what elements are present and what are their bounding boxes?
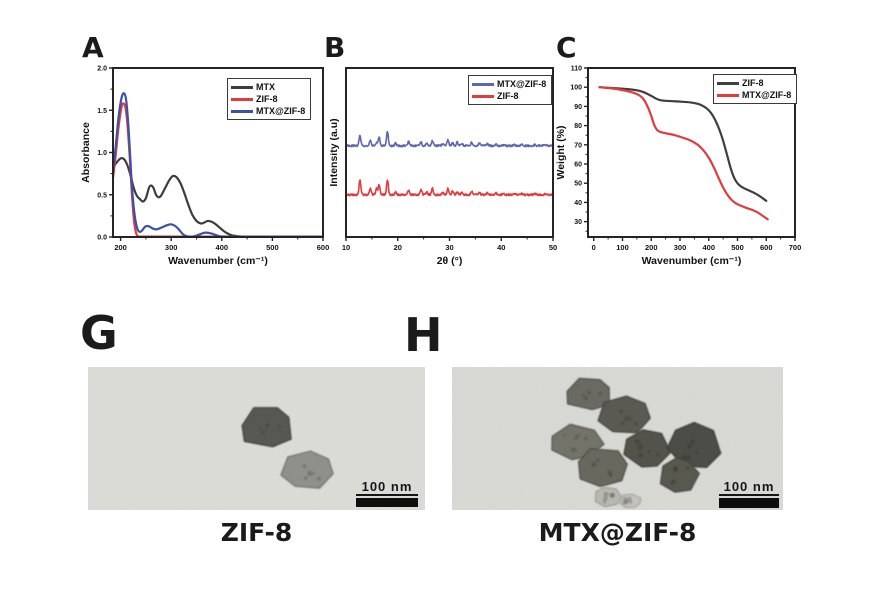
x-tick-label: 500 [266, 243, 279, 252]
scalebar-g-bar [356, 498, 418, 507]
curve-MTX@ZIF-8 [113, 92, 323, 237]
curve-ZIF-8 [346, 179, 553, 197]
x-axis-label: Wavenumber (cm⁻¹) [642, 255, 742, 267]
y-tick-label: 1.5 [97, 108, 107, 115]
x-tick-label: 40 [497, 243, 505, 252]
panel-c-letter: C [556, 31, 577, 64]
nanoparticle [594, 486, 623, 508]
x-tick-label: 200 [114, 243, 127, 252]
x-tick-label: 700 [789, 243, 802, 252]
legend-line-swatch [717, 81, 739, 85]
y-tick-label: 0.5 [97, 192, 107, 199]
curve-MTX@ZIF-8 [346, 130, 553, 148]
legend-label: MTX@ZIF-8 [497, 78, 547, 89]
x-tick-label: 600 [760, 243, 773, 252]
y-tick-label: 1.0 [97, 150, 107, 157]
tem-image-zif8: 100 nm [88, 367, 425, 510]
legend-line-swatch [231, 109, 253, 113]
xrd-chart: 10 20 30 40 50 2θ (°) Intensity (a.u) [330, 67, 557, 267]
legend-label: ZIF-8 [742, 77, 764, 88]
tga-legend: ZIF-8 MTX@ZIF-8 [713, 74, 798, 104]
x-tick-label: 400 [216, 243, 229, 252]
scalebar-h-label: 100 nm [719, 480, 779, 496]
panel-a-letter: A [82, 31, 104, 64]
tem-zif8-canvas [88, 367, 425, 510]
tem-image-mtx-zif8: 100 nm [452, 367, 783, 510]
x-axis-label: 2θ (°) [437, 255, 463, 267]
legend-item-ZIF-8: ZIF-8 [231, 93, 305, 105]
x-tick-label: 0 [592, 243, 596, 252]
legend-line-swatch [231, 85, 253, 89]
x-tick-label: 500 [731, 243, 744, 252]
xrd-legend: MTX@ZIF-8 ZIF-8 [468, 75, 553, 105]
y-tick-label: 110 [571, 66, 582, 73]
y-tick-label: 70 [574, 142, 582, 149]
y-tick-label: 30 [574, 219, 582, 226]
x-tick-label: 200 [645, 243, 658, 252]
y-axis-label: Weight (%) [555, 125, 567, 179]
x-tick-label: 30 [445, 243, 453, 252]
x-tick-label: 300 [674, 243, 687, 252]
y-axis-label: Intensity (a.u) [330, 118, 340, 186]
nanoparticle [623, 429, 672, 468]
y-axis-label: Absorbance [80, 122, 92, 183]
y-tick-label: 80 [574, 123, 582, 130]
uv-vis-chart: 200 300 400 500 600 0.0 0.5 1.0 1.5 2.0 Wavenumber… [80, 66, 330, 268]
y-tick-label: 90 [574, 104, 582, 111]
uv-vis-legend: MTX ZIF-8 MTX@ZIF-8 [227, 78, 312, 120]
legend-line-swatch [472, 94, 494, 98]
caption-zif8: ZIF-8 [220, 518, 293, 547]
x-tick-label: 100 [616, 243, 629, 252]
legend-line-swatch [231, 97, 253, 101]
x-tick-label: 20 [394, 243, 402, 252]
legend-label: MTX@ZIF-8 [256, 105, 306, 116]
legend-label: MTX@ZIF-8 [742, 89, 792, 100]
scalebar-g-label: 100 nm [356, 480, 418, 496]
panel-h-letter: H [404, 308, 443, 362]
panel-b-letter: B [324, 31, 346, 64]
scalebar-g: 100 nm [356, 480, 418, 507]
legend-item-MTX@ZIF-8: MTX@ZIF-8 [472, 78, 546, 90]
tga-chart: 0 100 200 300 400 500 600 700 30 40 50 60 70 80 90 100 1… [555, 66, 802, 268]
y-tick-label: 2.0 [97, 66, 107, 73]
x-tick-label: 600 [317, 243, 330, 252]
curve-ZIF-8 [598, 86, 768, 202]
y-tick-label: 50 [574, 181, 582, 188]
tem-mtx-zif8-canvas [452, 367, 783, 510]
nanoparticle [659, 456, 701, 493]
curve-ZIF-8 [113, 102, 323, 237]
x-axis-label: Wavenumber (cm⁻¹) [168, 255, 268, 267]
legend-item-ZIF-8: ZIF-8 [717, 77, 791, 89]
curve-MTX@ZIF-8 [598, 86, 769, 221]
legend-line-swatch [717, 93, 739, 97]
y-tick-label: 0.0 [97, 235, 107, 242]
scalebar-h: 100 nm [719, 480, 779, 508]
legend-label: ZIF-8 [256, 93, 278, 104]
x-tick-label: 300 [165, 243, 178, 252]
x-tick-label: 50 [549, 243, 557, 252]
legend-item-MTX@ZIF-8: MTX@ZIF-8 [717, 89, 791, 101]
curve-MTX [113, 157, 323, 237]
nanoparticle [666, 421, 722, 469]
legend-item-MTX@ZIF-8: MTX@ZIF-8 [231, 105, 305, 117]
nanoparticle [577, 448, 628, 488]
legend-label: ZIF-8 [497, 90, 519, 101]
caption-mtx-zif8: MTX@ZIF-8 [538, 518, 697, 547]
legend-item-MTX: MTX [231, 81, 305, 93]
legend-item-ZIF-8: ZIF-8 [472, 90, 546, 102]
panel-g-letter: G [80, 306, 118, 360]
y-tick-label: 100 [570, 85, 582, 92]
legend-label: MTX [256, 81, 275, 92]
x-tick-label: 400 [702, 243, 715, 252]
scalebar-h-bar [719, 498, 779, 508]
legend-line-swatch [472, 82, 494, 86]
y-tick-label: 40 [574, 200, 582, 207]
x-tick-label: 10 [342, 243, 350, 252]
y-tick-label: 60 [574, 162, 582, 169]
